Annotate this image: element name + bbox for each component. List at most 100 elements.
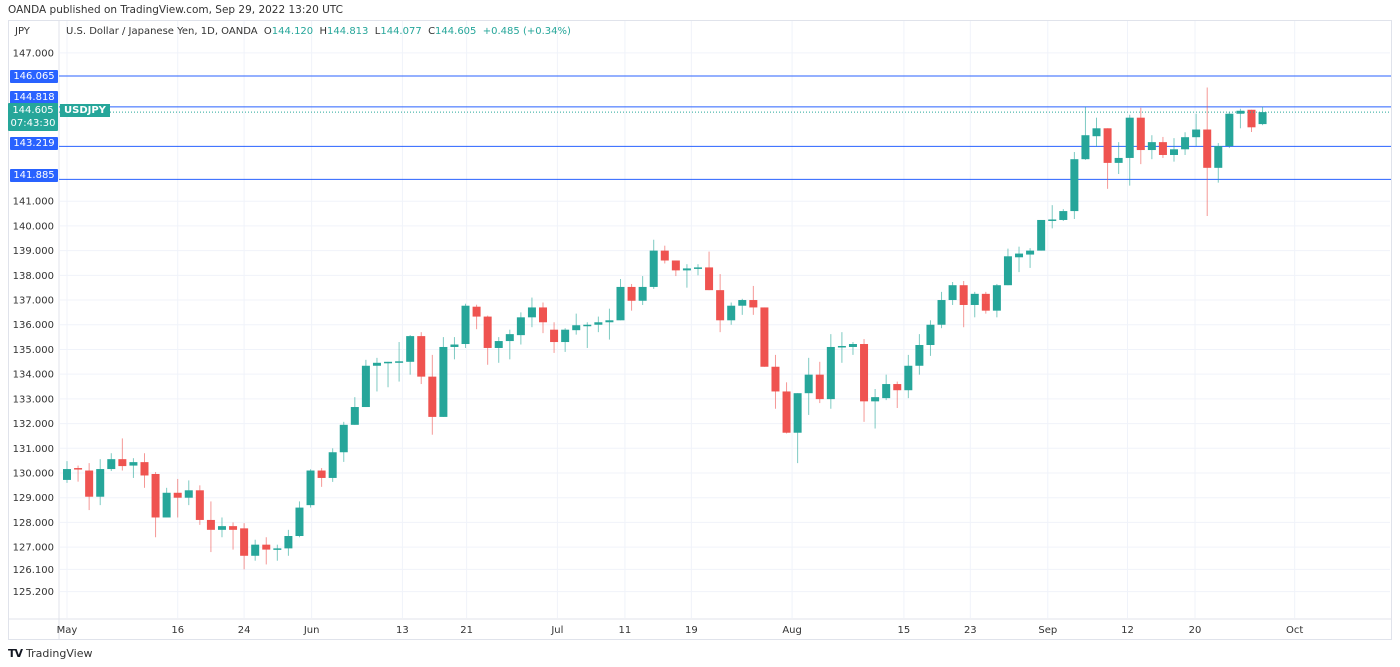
candle-body bbox=[1258, 112, 1267, 125]
candle-down bbox=[705, 251, 714, 291]
candle-up bbox=[970, 291, 979, 318]
candle-body bbox=[1037, 219, 1046, 251]
candle-down bbox=[771, 354, 780, 409]
candle-up bbox=[915, 334, 924, 375]
x-tick-label: 12 bbox=[1121, 625, 1134, 636]
candle-body bbox=[860, 344, 869, 402]
x-tick-label: 24 bbox=[238, 625, 251, 636]
candle-body bbox=[284, 536, 293, 549]
candle-body bbox=[815, 374, 824, 400]
symbol-title: U.S. Dollar / Japanese Yen, 1D, OANDA bbox=[66, 26, 258, 37]
candle-body bbox=[74, 468, 83, 470]
candle-up bbox=[162, 487, 171, 518]
level-tag-141-885[interactable]: 141.885 bbox=[10, 169, 58, 182]
candle-body bbox=[550, 329, 559, 343]
y-tick-label: 133.000 bbox=[13, 394, 54, 405]
candle-body bbox=[1048, 219, 1057, 221]
level-tag-146[interactable]: 146.065 bbox=[10, 70, 58, 83]
candle-body bbox=[660, 250, 669, 261]
candle-body bbox=[251, 544, 260, 556]
candle-body bbox=[361, 365, 370, 408]
candle-body bbox=[273, 548, 282, 550]
candle-body bbox=[605, 320, 614, 323]
y-tick-label: 139.000 bbox=[13, 246, 54, 257]
y-tick-label: 131.000 bbox=[13, 444, 54, 455]
candle-up bbox=[1048, 205, 1057, 229]
candle-down bbox=[85, 463, 94, 511]
candle-down bbox=[627, 283, 636, 311]
candle-body bbox=[1147, 142, 1156, 151]
candle-body bbox=[428, 376, 437, 417]
candle-body bbox=[1214, 146, 1223, 168]
candle-body bbox=[1203, 129, 1212, 168]
candle-body bbox=[85, 470, 94, 497]
level-tag-143-219[interactable]: 143.219 bbox=[10, 137, 58, 150]
candle-up bbox=[505, 329, 514, 360]
x-tick-label: 21 bbox=[460, 625, 473, 636]
candle-body bbox=[1092, 128, 1101, 137]
candle-up bbox=[1092, 117, 1101, 147]
candle-down bbox=[206, 501, 215, 553]
candle-up bbox=[1003, 248, 1012, 286]
candle-body bbox=[527, 307, 536, 318]
candle-down bbox=[118, 438, 127, 471]
candle-up bbox=[273, 544, 282, 561]
candle-body bbox=[1003, 256, 1012, 286]
level-tag-144-818[interactable]: 144.818 bbox=[10, 91, 58, 104]
candle-up bbox=[527, 297, 536, 328]
candle-body bbox=[1136, 117, 1145, 151]
candle-down bbox=[550, 322, 559, 353]
horizontal-levels bbox=[59, 75, 1391, 180]
candle-body bbox=[671, 260, 680, 271]
y-tick-label: 127.000 bbox=[13, 543, 54, 554]
candle-body bbox=[151, 473, 160, 518]
candle-body bbox=[926, 324, 935, 346]
candle-up bbox=[107, 453, 116, 472]
candle-down bbox=[417, 332, 426, 385]
candle-body bbox=[339, 424, 348, 453]
candle-up bbox=[1170, 138, 1178, 162]
candle-body bbox=[1192, 129, 1201, 138]
candle-body bbox=[882, 384, 891, 399]
y-tick-label: 141.000 bbox=[13, 197, 54, 208]
candle-body bbox=[483, 316, 492, 348]
candle-body bbox=[727, 305, 736, 321]
candle-body bbox=[384, 361, 393, 364]
candle-body bbox=[1059, 211, 1068, 220]
currency-label: JPY bbox=[15, 26, 30, 37]
x-tick-label: 20 bbox=[1189, 625, 1202, 636]
candle-body bbox=[1114, 157, 1123, 163]
candle-up bbox=[251, 539, 260, 561]
candle-down bbox=[860, 339, 869, 422]
candle-up bbox=[1037, 219, 1046, 251]
candle-up bbox=[406, 335, 415, 375]
candle-down bbox=[539, 302, 548, 334]
x-tick-label: 13 bbox=[396, 625, 409, 636]
candle-body bbox=[959, 285, 968, 305]
candle-body bbox=[594, 322, 603, 325]
candle-body bbox=[1170, 149, 1178, 155]
candle-down bbox=[660, 245, 669, 264]
candle-down bbox=[173, 478, 182, 518]
candle-up bbox=[1214, 143, 1223, 183]
candle-body bbox=[1125, 117, 1134, 158]
candle-body bbox=[1181, 137, 1190, 150]
candle-down bbox=[262, 537, 271, 565]
candle-down bbox=[671, 260, 680, 277]
y-tick-label: 140.000 bbox=[13, 221, 54, 232]
y-tick-label: 138.000 bbox=[13, 271, 54, 282]
candle-body bbox=[63, 469, 71, 480]
symbol-tag: USDJPY bbox=[60, 104, 110, 117]
candle-down bbox=[1247, 109, 1256, 133]
candle-body bbox=[129, 462, 138, 466]
candle-up bbox=[1147, 135, 1156, 160]
candle-up bbox=[616, 279, 625, 321]
candle-body bbox=[295, 507, 304, 537]
candle-down bbox=[1103, 128, 1112, 189]
candle-body bbox=[206, 519, 215, 530]
candle-body bbox=[539, 307, 548, 323]
candle-down bbox=[317, 468, 326, 487]
candle-up bbox=[561, 328, 570, 352]
candle-body bbox=[472, 306, 481, 317]
